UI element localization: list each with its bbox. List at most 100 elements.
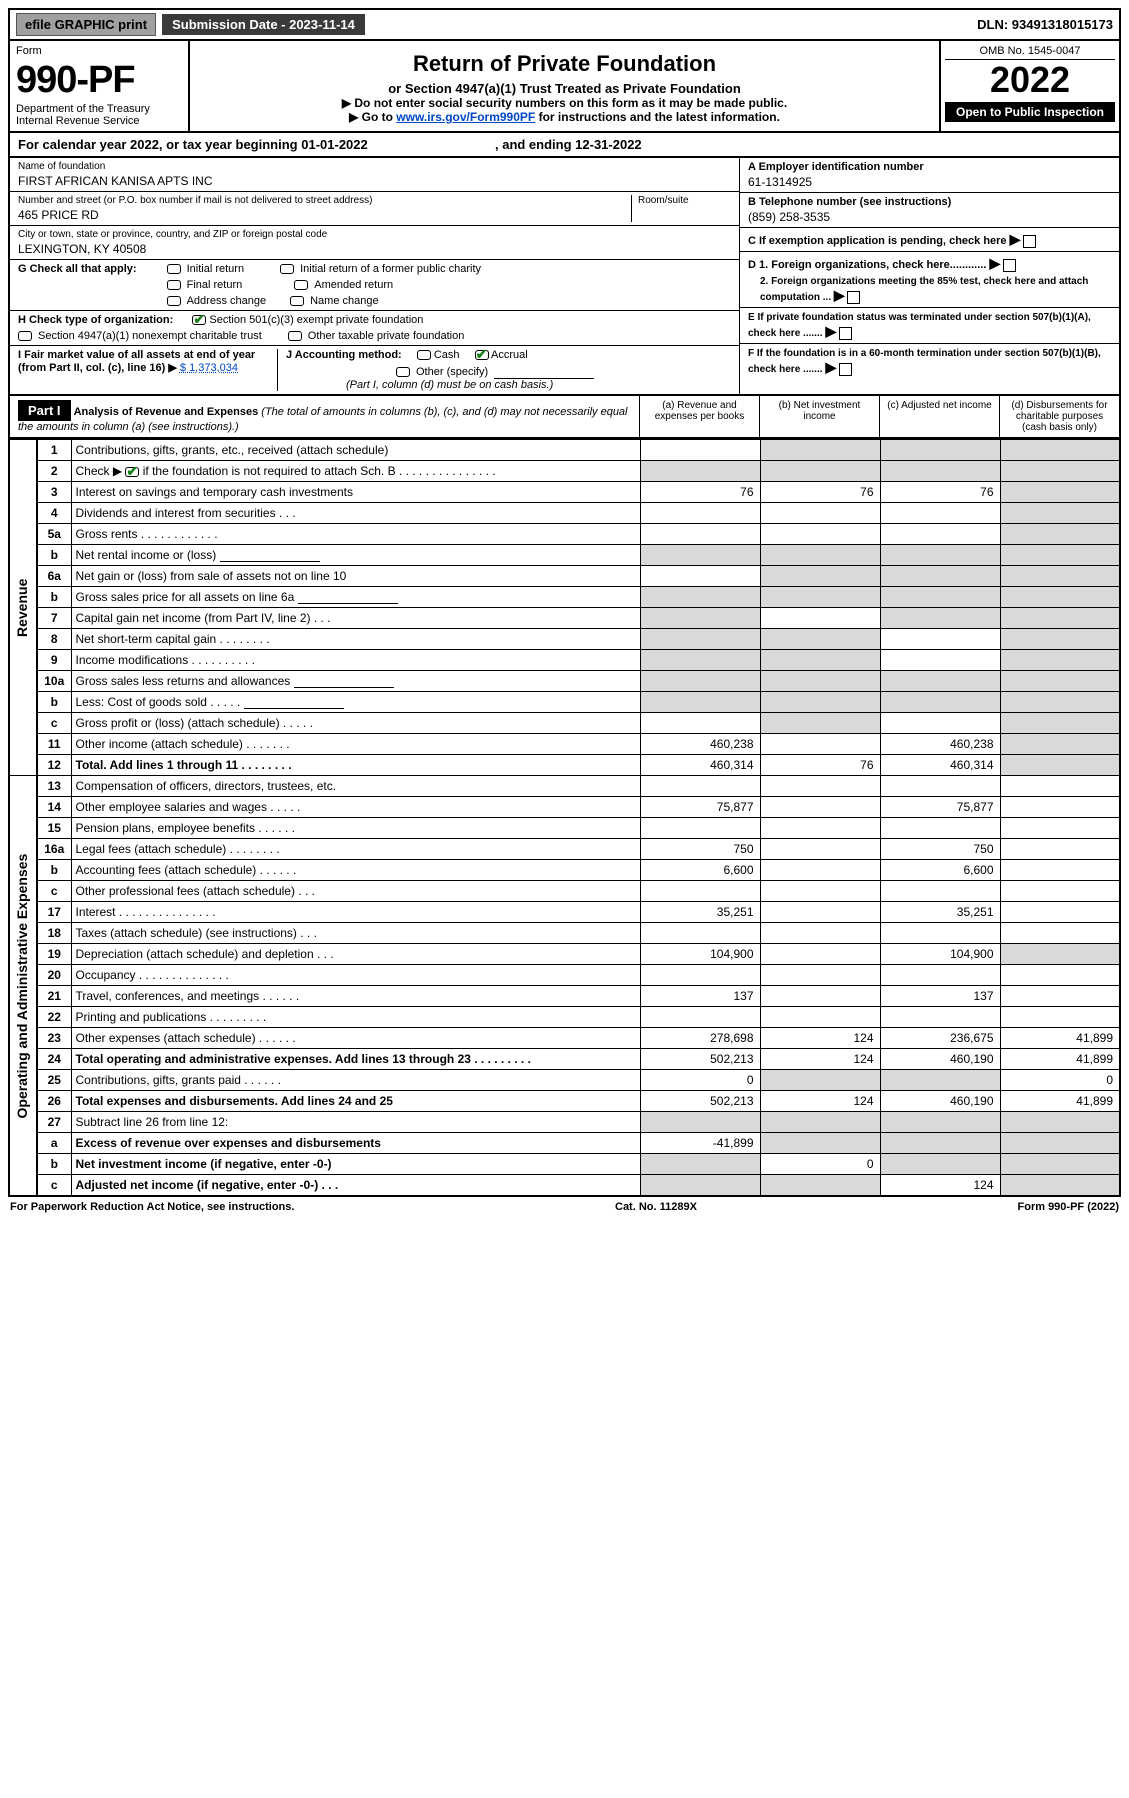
cal-begin: 01-01-2022 <box>301 137 368 152</box>
table-row: cGross profit or (loss) (attach schedule… <box>9 713 1120 734</box>
table-row: 14Other employee salaries and wages . . … <box>9 797 1120 818</box>
name-change-checkbox[interactable] <box>290 296 304 306</box>
ein-value: 61-1314925 <box>748 173 1111 189</box>
calendar-year-bar: For calendar year 2022, or tax year begi… <box>8 133 1121 158</box>
line-text: Net short-term capital gain . . . . . . … <box>71 629 640 650</box>
line-number: 23 <box>37 1028 71 1049</box>
name-label: Name of foundation <box>18 161 731 172</box>
info-grid: Name of foundation FIRST AFRICAN KANISA … <box>8 158 1121 396</box>
fmv-value: $ 1,373,034 <box>180 362 238 374</box>
line-number: 20 <box>37 965 71 986</box>
section-g-cell: G Check all that apply: Initial return I… <box>10 260 739 311</box>
footer-right: Form 990-PF (2022) <box>1018 1201 1120 1213</box>
line-number: 15 <box>37 818 71 839</box>
line-number: b <box>37 1154 71 1175</box>
g3-label: Final return <box>187 279 243 291</box>
table-row: 15Pension plans, employee benefits . . .… <box>9 818 1120 839</box>
line-text: Excess of revenue over expenses and disb… <box>71 1133 640 1154</box>
top-bar: efile GRAPHIC print Submission Date - 20… <box>8 8 1121 41</box>
section-side-label: Revenue <box>9 440 37 776</box>
form-label: Form <box>16 45 182 57</box>
section-h-cell: H Check type of organization: Section 50… <box>10 311 739 346</box>
table-row: 26Total expenses and disbursements. Add … <box>9 1091 1120 1112</box>
d2-checkbox[interactable] <box>847 291 860 304</box>
submission-date-badge: Submission Date - 2023-11-14 <box>162 14 365 35</box>
foundation-name: FIRST AFRICAN KANISA APTS INC <box>18 172 731 188</box>
line-number: 2 <box>37 461 71 482</box>
c-checkbox[interactable] <box>1023 235 1036 248</box>
irs-label: Internal Revenue Service <box>16 115 182 127</box>
line-number: 22 <box>37 1007 71 1028</box>
line-number: 10a <box>37 671 71 692</box>
table-row: 10aGross sales less returns and allowanc… <box>9 671 1120 692</box>
line-text: Capital gain net income (from Part IV, l… <box>71 608 640 629</box>
line-text: Compensation of officers, directors, tru… <box>71 776 640 797</box>
501c3-checkbox[interactable] <box>192 315 206 325</box>
line-text: Check ▶ if the foundation is not require… <box>71 461 640 482</box>
line-number: 26 <box>37 1091 71 1112</box>
line-number: 13 <box>37 776 71 797</box>
form-instructions-link[interactable]: www.irs.gov/Form990PF <box>396 110 535 124</box>
j-note: (Part I, column (d) must be on cash basi… <box>346 379 731 391</box>
table-row: Operating and Administrative Expenses13C… <box>9 776 1120 797</box>
initial-former-checkbox[interactable] <box>280 264 294 274</box>
line-text: Travel, conferences, and meetings . . . … <box>71 986 640 1007</box>
line-number: 8 <box>37 629 71 650</box>
table-row: 27Subtract line 26 from line 12: <box>9 1112 1120 1133</box>
amended-return-checkbox[interactable] <box>294 280 308 290</box>
other-method-checkbox[interactable] <box>396 367 410 377</box>
line-number: 24 <box>37 1049 71 1070</box>
e-checkbox[interactable] <box>839 327 852 340</box>
table-row: Revenue1Contributions, gifts, grants, et… <box>9 440 1120 461</box>
d1-checkbox[interactable] <box>1003 259 1016 272</box>
table-row: bNet rental income or (loss) <box>9 545 1120 566</box>
line-text: Gross sales less returns and allowances <box>71 671 640 692</box>
street-address: 465 PRICE RD <box>18 206 631 222</box>
line-number: 27 <box>37 1112 71 1133</box>
line-text: Gross profit or (loss) (attach schedule)… <box>71 713 640 734</box>
line-number: 9 <box>37 650 71 671</box>
f-checkbox[interactable] <box>839 363 852 376</box>
line-number: 18 <box>37 923 71 944</box>
section-i-j-cell: I Fair market value of all assets at end… <box>10 346 739 394</box>
cash-checkbox[interactable] <box>417 350 431 360</box>
table-row: 7Capital gain net income (from Part IV, … <box>9 608 1120 629</box>
line-number: b <box>37 692 71 713</box>
form-subtitle-1: or Section 4947(a)(1) Trust Treated as P… <box>200 81 929 96</box>
h1-label: Section 501(c)(3) exempt private foundat… <box>209 314 423 326</box>
line-text: Other expenses (attach schedule) . . . .… <box>71 1028 640 1049</box>
line-number: 4 <box>37 503 71 524</box>
4947a1-checkbox[interactable] <box>18 331 32 341</box>
part1-badge: Part I <box>18 400 71 421</box>
table-row: aExcess of revenue over expenses and dis… <box>9 1133 1120 1154</box>
accrual-checkbox[interactable] <box>475 350 489 360</box>
other-taxable-checkbox[interactable] <box>288 331 302 341</box>
initial-return-checkbox[interactable] <box>167 264 181 274</box>
city-state-zip: LEXINGTON, KY 40508 <box>18 240 731 256</box>
section-c-cell: C If exemption application is pending, c… <box>740 228 1119 252</box>
table-row: 21Travel, conferences, and meetings . . … <box>9 986 1120 1007</box>
table-row: 8Net short-term capital gain . . . . . .… <box>9 629 1120 650</box>
addr-label: Number and street (or P.O. box number if… <box>18 195 631 206</box>
line-number: c <box>37 713 71 734</box>
line-text: Printing and publications . . . . . . . … <box>71 1007 640 1028</box>
table-row: 12Total. Add lines 1 through 11 . . . . … <box>9 755 1120 776</box>
header-left: Form 990-PF Department of the Treasury I… <box>10 41 190 131</box>
table-row: 23Other expenses (attach schedule) . . .… <box>9 1028 1120 1049</box>
line-text: Total expenses and disbursements. Add li… <box>71 1091 640 1112</box>
address-change-checkbox[interactable] <box>167 296 181 306</box>
page-footer: For Paperwork Reduction Act Notice, see … <box>8 1197 1121 1217</box>
table-row: 16aLegal fees (attach schedule) . . . . … <box>9 839 1120 860</box>
c-label: C If exemption application is pending, c… <box>748 235 1007 247</box>
line-text: Depreciation (attach schedule) and deple… <box>71 944 640 965</box>
b-label: B Telephone number (see instructions) <box>748 196 951 208</box>
line-number: b <box>37 545 71 566</box>
cal-text-a: For calendar year 2022, or tax year begi… <box>18 137 301 152</box>
line-text: Net investment income (if negative, ente… <box>71 1154 640 1175</box>
e-label: E If private foundation status was termi… <box>748 312 1091 339</box>
table-row: 2Check ▶ if the foundation is not requir… <box>9 461 1120 482</box>
table-row: bNet investment income (if negative, ent… <box>9 1154 1120 1175</box>
final-return-checkbox[interactable] <box>167 280 181 290</box>
efile-badge: efile GRAPHIC print <box>16 13 156 36</box>
line-number: 17 <box>37 902 71 923</box>
